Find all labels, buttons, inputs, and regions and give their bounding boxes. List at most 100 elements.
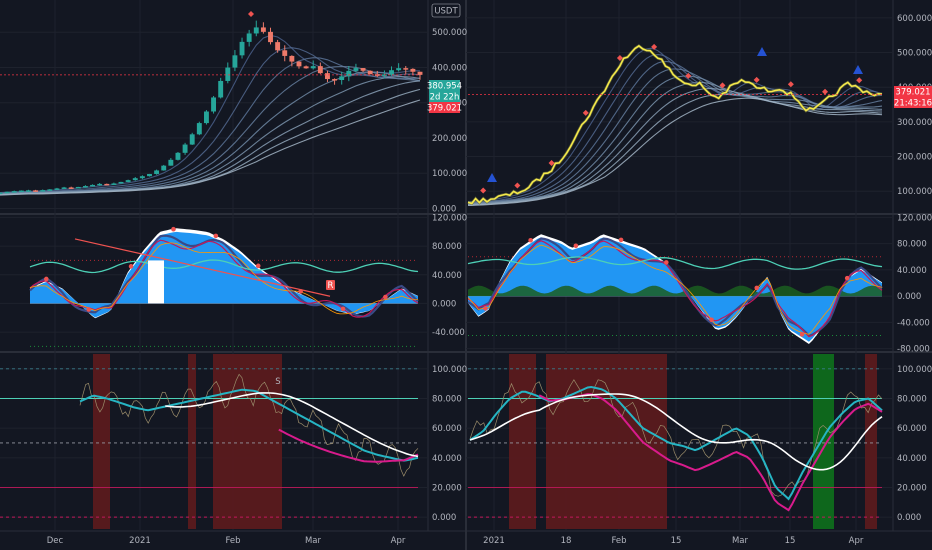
candle-body[interactable]: [282, 50, 288, 56]
right-oscillator-pane[interactable]: [467, 234, 883, 344]
overbought-band: [546, 354, 667, 529]
time-tick-label: Dec: [47, 536, 64, 546]
time-tick-label: Mar: [305, 536, 322, 546]
candle-body[interactable]: [82, 186, 88, 188]
price-tick-label: 40.000: [897, 266, 927, 276]
price-tick-label: 60.000: [897, 424, 927, 434]
rsi-line[interactable]: [469, 385, 883, 501]
candle-body[interactable]: [332, 79, 338, 81]
candle-body[interactable]: [218, 80, 224, 98]
candle-body[interactable]: [260, 27, 266, 32]
candle-body[interactable]: [54, 188, 60, 190]
candle-body[interactable]: [275, 42, 281, 51]
candle-body[interactable]: [18, 190, 24, 193]
candle-body[interactable]: [353, 68, 359, 71]
candle-body[interactable]: [68, 187, 74, 189]
candle-body[interactable]: [253, 27, 259, 34]
candle-body[interactable]: [389, 70, 394, 75]
left-oscillator-pane[interactable]: R: [29, 226, 419, 347]
candle-body[interactable]: [246, 33, 252, 42]
moving-average-line: [467, 47, 883, 203]
candle-body[interactable]: [168, 159, 174, 166]
candle-body[interactable]: [104, 183, 110, 186]
candle-body[interactable]: [154, 170, 160, 174]
candle-body[interactable]: [289, 55, 295, 62]
candle-body[interactable]: [232, 55, 238, 68]
overbought-band: [188, 354, 196, 529]
candle-body[interactable]: [47, 189, 53, 191]
divergence-dot: [709, 317, 714, 323]
price-tick-label: 0.000: [897, 513, 921, 523]
rsi-average-line: [469, 393, 883, 471]
right-price-pane[interactable]: [467, 43, 883, 207]
candle-body[interactable]: [40, 190, 46, 192]
overbought-band: [213, 354, 282, 529]
candle-body[interactable]: [339, 76, 345, 81]
signal-marker: [719, 82, 726, 89]
candle-body[interactable]: [118, 181, 124, 184]
candle-body[interactable]: [75, 186, 81, 189]
candle-body[interactable]: [26, 190, 31, 192]
price-tick-label: 0.000: [432, 299, 456, 309]
candle-body[interactable]: [97, 183, 103, 186]
price-tick-label: 500.000: [432, 28, 467, 38]
price-tick-label: 120.000: [432, 213, 467, 223]
candle-body[interactable]: [111, 183, 117, 185]
candle-body[interactable]: [346, 70, 352, 77]
price-tick-label: 200.000: [432, 134, 467, 144]
candle-body[interactable]: [239, 41, 245, 56]
candle-body[interactable]: [161, 165, 167, 171]
candle-body[interactable]: [203, 111, 209, 124]
candle-body[interactable]: [310, 66, 316, 69]
candle-body[interactable]: [139, 176, 145, 179]
candle-body[interactable]: [211, 97, 217, 112]
candle-body[interactable]: [268, 31, 273, 43]
momentum-area[interactable]: [468, 237, 882, 342]
price-tick-label: 100.000: [897, 365, 932, 375]
candle-body[interactable]: [33, 190, 39, 192]
signal-marker: [480, 187, 487, 194]
candle-body[interactable]: [325, 73, 330, 80]
moving-average-line: [0, 99, 421, 196]
rsi-line[interactable]: [79, 388, 419, 462]
candle-body[interactable]: [175, 152, 181, 160]
left-rsi-pane[interactable]: S: [0, 368, 419, 518]
candle-body[interactable]: [303, 66, 309, 69]
signal-marker: [548, 160, 555, 167]
right-rsi-pane[interactable]: [468, 368, 883, 518]
candle-body[interactable]: [0, 192, 3, 195]
candle-body[interactable]: [147, 173, 152, 177]
currency-badge[interactable]: [431, 3, 461, 18]
candle-body[interactable]: [410, 68, 416, 72]
candle-body[interactable]: [360, 68, 366, 71]
candle-body[interactable]: [396, 68, 402, 71]
candle-body[interactable]: [182, 144, 188, 153]
candle-body[interactable]: [296, 61, 302, 67]
candle-body[interactable]: [132, 178, 138, 181]
candle-body[interactable]: [317, 66, 323, 74]
candle-body[interactable]: [189, 134, 195, 145]
time-tick-label: 15: [671, 536, 682, 546]
candle-body[interactable]: [225, 67, 231, 81]
close-price-label: 379.021: [895, 88, 930, 98]
candle-body[interactable]: [125, 180, 131, 182]
divergence-dot: [213, 233, 219, 239]
price-line[interactable]: [467, 44, 883, 205]
candle-body[interactable]: [4, 191, 10, 194]
candle-body[interactable]: [90, 184, 95, 187]
candle-body[interactable]: [196, 123, 202, 135]
candle-body[interactable]: [417, 71, 423, 75]
fast-line: [467, 244, 883, 335]
candle-body[interactable]: [403, 68, 409, 70]
candle-body[interactable]: [367, 70, 373, 75]
signal-marker: [822, 88, 829, 95]
momentum-area[interactable]: [30, 231, 418, 318]
price-tick-label: 80.000: [897, 240, 927, 250]
divergence-dot: [340, 306, 346, 312]
divergence-dot: [483, 306, 488, 311]
candle-body[interactable]: [61, 187, 67, 189]
price-tick-label: 200.000: [897, 153, 932, 163]
candle-body[interactable]: [11, 191, 17, 193]
left-price-pane[interactable]: [0, 11, 423, 196]
